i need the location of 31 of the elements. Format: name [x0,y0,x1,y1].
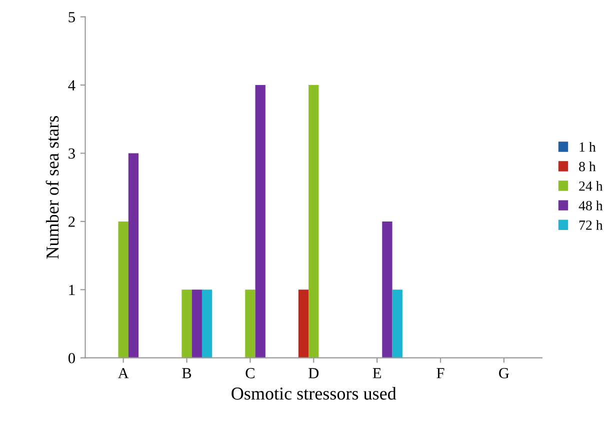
y-tick-label: 4 [68,80,76,90]
bar [392,290,402,358]
bar [202,290,212,358]
x-tick-label: G [499,368,509,378]
x-tick-label: E [372,368,381,378]
x-tick-label: C [246,368,254,378]
x-tick-label: B [182,368,192,378]
bar [382,221,392,358]
y-tick-label: 3 [68,148,75,159]
x-tick-label: D [308,368,319,378]
y-tick-label: 2 [68,216,75,227]
x-tick-label: F [436,368,444,378]
legend-label: 48 h [578,200,603,210]
bar [192,290,202,358]
y-tick-label: 1 [69,284,75,295]
legend-label: 24 h [579,181,603,191]
y-axis-title: Number of sea stars [46,116,59,259]
x-axis-title: Osmotic stressors used [232,386,396,400]
legend-label: 8 h [579,162,596,172]
bar [182,290,192,358]
y-tick-label: 0 [68,352,75,364]
bar [245,290,256,358]
bar [298,290,309,358]
bar [128,153,139,358]
y-tick-label: 5 [68,12,75,22]
bar [308,85,319,358]
legend-label: 72 h [579,220,603,230]
bar [255,85,266,358]
bar [118,221,128,358]
legend-label: 1 h [580,142,596,152]
x-tick-label: A [118,368,129,378]
